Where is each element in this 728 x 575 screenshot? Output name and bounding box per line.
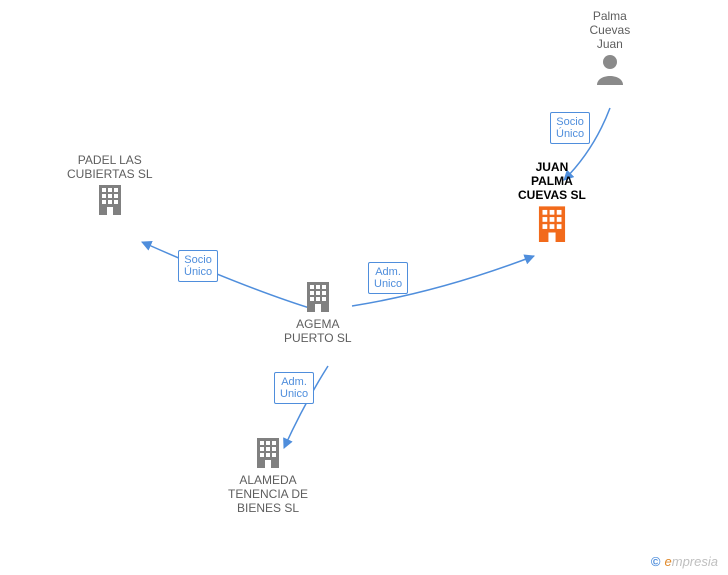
- copyright-symbol: ©: [651, 554, 661, 569]
- building-icon: [228, 436, 308, 471]
- building-icon: [518, 204, 586, 245]
- node-padel[interactable]: PADEL LAS CUBIERTAS SL: [67, 153, 153, 218]
- edge-label-person-jpc_sl: Socio Único: [550, 112, 590, 144]
- brand-initial: e: [665, 554, 672, 569]
- node-label: PADEL LAS CUBIERTAS SL: [67, 153, 153, 181]
- person-icon: [590, 53, 631, 88]
- watermark: © empresia: [651, 554, 718, 569]
- node-person[interactable]: Palma Cuevas Juan: [590, 9, 631, 88]
- node-agema[interactable]: AGEMA PUERTO SL: [284, 280, 352, 345]
- brand-rest: mpresia: [672, 554, 718, 569]
- node-label: JUAN PALMA CUEVAS SL: [518, 160, 586, 202]
- building-icon: [284, 280, 352, 315]
- node-label: ALAMEDA TENENCIA DE BIENES SL: [228, 473, 308, 515]
- edge-label-agema-alameda: Adm. Unico: [274, 372, 314, 404]
- edge-label-agema-padel: Socio Único: [178, 250, 218, 282]
- node-label: AGEMA PUERTO SL: [284, 317, 352, 345]
- node-label: Palma Cuevas Juan: [590, 9, 631, 51]
- node-jpc_sl[interactable]: JUAN PALMA CUEVAS SL: [518, 160, 586, 245]
- diagram-stage: { "type": "network", "canvas": { "width"…: [0, 0, 728, 575]
- building-icon: [67, 183, 153, 218]
- edge-label-agema-jpc_sl: Adm. Unico: [368, 262, 408, 294]
- node-alameda[interactable]: ALAMEDA TENENCIA DE BIENES SL: [228, 436, 308, 515]
